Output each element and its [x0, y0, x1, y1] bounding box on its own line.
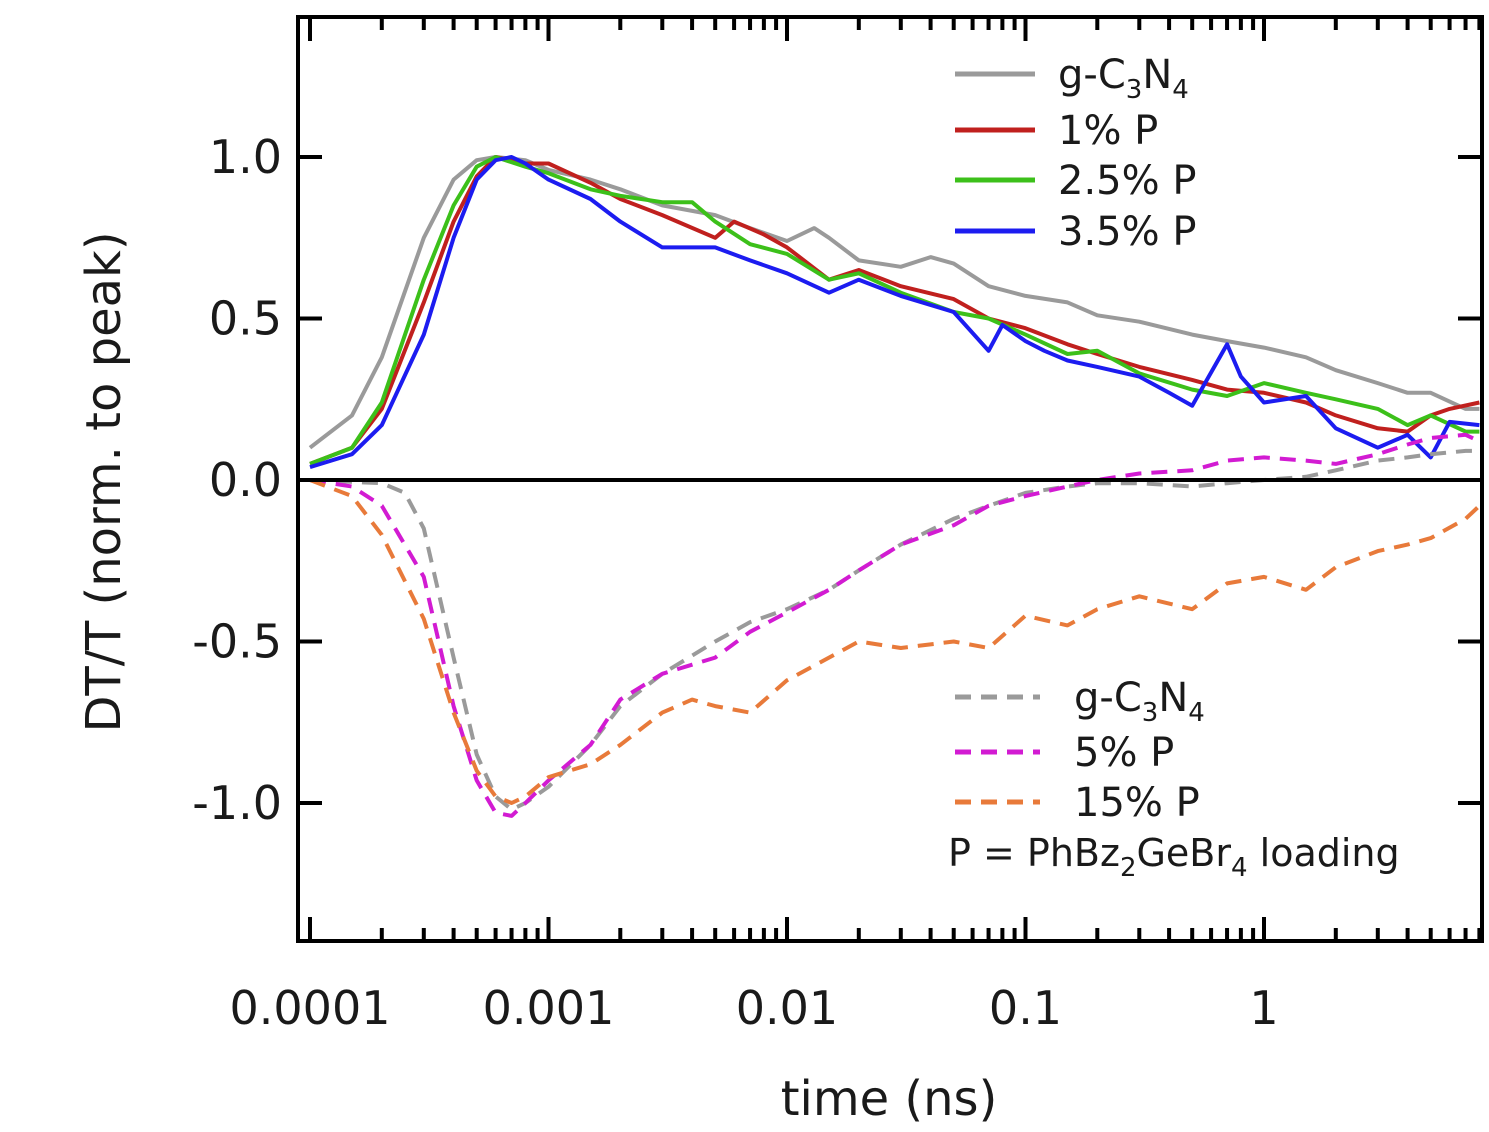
legend-label-part: g-C	[1058, 52, 1126, 98]
series-line-4	[309, 448, 1480, 812]
series-layer	[308, 155, 1481, 818]
note-sub2: 4	[1231, 853, 1248, 883]
x-tick-label-4: 1	[1249, 981, 1278, 1035]
x-tick-labels: 0.0001 0.001 0.01 0.1 1	[230, 981, 1279, 1035]
y-tick-label-2: 0.0	[209, 453, 282, 507]
legend-label-0: g-C3N4	[1074, 675, 1205, 728]
legend-label-1: 1% P	[1058, 108, 1158, 154]
note-mid: GeBr	[1136, 831, 1231, 875]
series-line-6	[309, 478, 1481, 805]
legend-label-part: N	[1142, 52, 1172, 98]
x-tick-label-2: 0.01	[736, 981, 838, 1035]
y-tick-label-0: 1.0	[209, 130, 282, 184]
y-tick-labels: 1.0 0.5 0.0 -0.5 -1.0	[192, 130, 282, 830]
note-post: loading	[1248, 831, 1400, 875]
legend-label-2: 15% P	[1074, 780, 1200, 826]
y-tick-label-4: -1.0	[192, 776, 282, 830]
loading-note: P = PhBz2GeBr4 loading	[948, 831, 1400, 883]
legend-label-part: N	[1158, 675, 1188, 721]
legend-label-sub: 3	[1126, 75, 1143, 105]
x-axis-title: time (ns)	[781, 1071, 998, 1127]
series-line-1	[309, 155, 1480, 466]
y-axis-title: DT/T (norm. to peak)	[76, 231, 132, 732]
note-pre: P = PhBz	[948, 831, 1120, 875]
legend-label-sub: 4	[1188, 698, 1205, 728]
legend-label-3: 3.5% P	[1058, 209, 1196, 255]
x-tick-label-3: 0.1	[989, 981, 1062, 1035]
legend-label-2: 2.5% P	[1058, 158, 1196, 204]
series-line-3	[309, 155, 1480, 470]
note-sub1: 2	[1120, 853, 1137, 883]
series-line-2	[309, 155, 1480, 466]
x-tick-label-0: 0.0001	[230, 981, 391, 1035]
y-tick-label-3: -0.5	[192, 615, 282, 669]
y-tick-label-1: 0.5	[209, 292, 282, 346]
legend-label-sub: 3	[1142, 698, 1159, 728]
legend-label-1: 5% P	[1074, 730, 1174, 776]
legend-label-0: g-C3N4	[1058, 52, 1189, 105]
series-line-5	[309, 432, 1481, 818]
ticks-layer	[298, 17, 1482, 941]
x-tick-label-1: 0.001	[483, 981, 615, 1035]
legend-label-sub: 4	[1172, 75, 1189, 105]
series-line-0	[308, 155, 1480, 450]
plot-frame	[296, 15, 1484, 943]
legend-label-part: g-C	[1074, 675, 1142, 721]
